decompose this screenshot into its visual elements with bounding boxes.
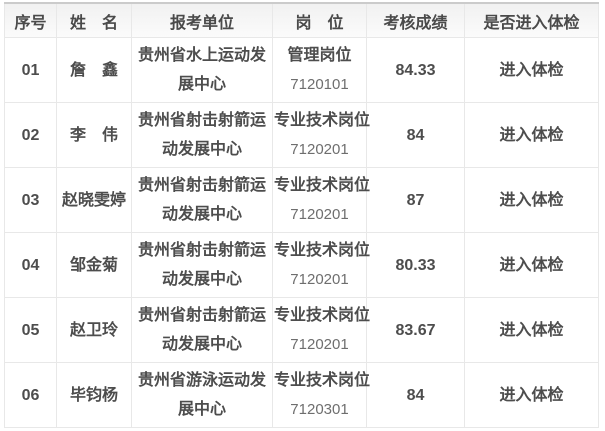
name-cell: 赵卫玲 xyxy=(56,297,132,363)
name-cell: 毕钧杨 xyxy=(56,362,132,428)
column-header-position: 岗 位 xyxy=(272,2,367,38)
result-cell: 进入体检 xyxy=(464,297,599,363)
column-header-serial: 序号 xyxy=(4,2,57,38)
result-cell: 进入体检 xyxy=(464,362,599,428)
table-body: 01 詹 鑫 贵州省水上运动发展中心 管理岗位 7120101 84.33 进入… xyxy=(4,37,599,428)
result-cell: 进入体检 xyxy=(464,167,599,233)
unit-cell: 贵州省射击射箭运动发展中心 xyxy=(131,232,273,298)
position-title: 专业技术岗位 xyxy=(274,372,371,389)
table-row: 01 詹 鑫 贵州省水上运动发展中心 管理岗位 7120101 84.33 进入… xyxy=(4,37,599,103)
position-code: 7120101 xyxy=(290,76,349,93)
position-title: 专业技术岗位 xyxy=(274,112,371,129)
position-title: 专业技术岗位 xyxy=(274,307,371,324)
column-header-name: 姓 名 xyxy=(56,2,132,38)
column-header-unit: 报考单位 xyxy=(131,2,273,38)
name-cell: 邹金菊 xyxy=(56,232,132,298)
result-cell: 进入体检 xyxy=(464,37,599,103)
score-cell: 87 xyxy=(366,167,465,233)
score-cell: 84.33 xyxy=(366,37,465,103)
position-cell: 专业技术岗位 7120301 xyxy=(272,362,371,428)
unit-cell: 贵州省游泳运动发展中心 xyxy=(131,362,273,428)
position-cell: 管理岗位 7120101 xyxy=(272,37,367,103)
score-cell: 84 xyxy=(366,102,465,168)
serial-cell: 04 xyxy=(4,232,57,298)
unit-cell: 贵州省射击射箭运动发展中心 xyxy=(131,167,273,233)
position-cell: 专业技术岗位 7120201 xyxy=(272,102,371,168)
position-title: 专业技术岗位 xyxy=(274,242,371,259)
serial-cell: 01 xyxy=(4,37,57,103)
column-header-exam-result: 是否进入体检 xyxy=(464,2,599,38)
name-cell: 李 伟 xyxy=(56,102,132,168)
position-title: 专业技术岗位 xyxy=(274,177,371,194)
table-row: 03 赵晓雯婷 贵州省射击射箭运动发展中心 专业技术岗位 7120201 87 … xyxy=(4,167,599,233)
position-code: 7120201 xyxy=(290,141,349,158)
score-cell: 83.67 xyxy=(366,297,465,363)
table-row: 05 赵卫玲 贵州省射击射箭运动发展中心 专业技术岗位 7120201 83.6… xyxy=(4,297,599,363)
table-row: 04 邹金菊 贵州省射击射箭运动发展中心 专业技术岗位 7120201 80.3… xyxy=(4,232,599,298)
serial-cell: 06 xyxy=(4,362,57,428)
unit-cell: 贵州省射击射箭运动发展中心 xyxy=(131,102,273,168)
position-code: 7120201 xyxy=(290,206,349,223)
serial-cell: 03 xyxy=(4,167,57,233)
result-cell: 进入体检 xyxy=(464,232,599,298)
score-cell: 84 xyxy=(366,362,465,428)
position-code: 7120201 xyxy=(290,336,349,353)
result-cell: 进入体检 xyxy=(464,102,599,168)
position-code: 7120201 xyxy=(290,271,349,288)
results-table: 序号 姓 名 报考单位 岗 位 考核成绩 是否进入体检 01 詹 鑫 贵州省水上… xyxy=(4,2,599,428)
name-cell: 赵晓雯婷 xyxy=(56,167,132,233)
table-row: 02 李 伟 贵州省射击射箭运动发展中心 专业技术岗位 7120201 84 进… xyxy=(4,102,599,168)
column-header-score: 考核成绩 xyxy=(366,2,465,38)
position-cell: 专业技术岗位 7120201 xyxy=(272,297,371,363)
unit-cell: 贵州省水上运动发展中心 xyxy=(131,37,273,103)
position-title: 管理岗位 xyxy=(287,47,352,64)
position-cell: 专业技术岗位 7120201 xyxy=(272,232,371,298)
serial-cell: 05 xyxy=(4,297,57,363)
score-cell: 80.33 xyxy=(366,232,465,298)
name-cell: 詹 鑫 xyxy=(56,37,132,103)
unit-cell: 贵州省射击射箭运动发展中心 xyxy=(131,297,273,363)
position-code: 7120301 xyxy=(290,401,349,418)
position-cell: 专业技术岗位 7120201 xyxy=(272,167,371,233)
table-row: 06 毕钧杨 贵州省游泳运动发展中心 专业技术岗位 7120301 84 进入体… xyxy=(4,362,599,428)
header-row: 序号 姓 名 报考单位 岗 位 考核成绩 是否进入体检 xyxy=(4,2,599,38)
serial-cell: 02 xyxy=(4,102,57,168)
table-header: 序号 姓 名 报考单位 岗 位 考核成绩 是否进入体检 xyxy=(4,2,599,38)
